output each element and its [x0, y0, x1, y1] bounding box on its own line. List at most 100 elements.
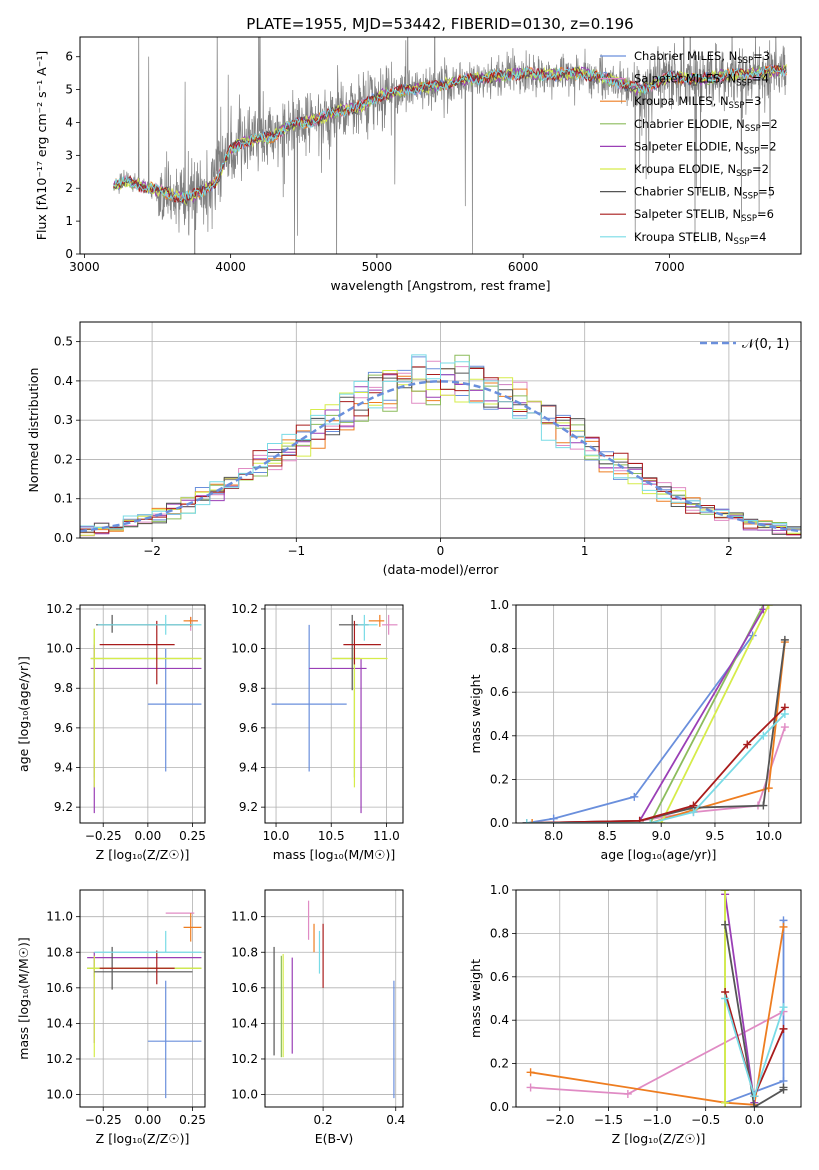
- y-tick-label: 0.8: [490, 642, 509, 656]
- x-tick-label: 8.5: [598, 829, 617, 843]
- y-tick-label: 0.2: [490, 1057, 509, 1071]
- x-axis-label: (data-model)/error: [383, 562, 500, 577]
- series-marker: [721, 994, 730, 1003]
- panel-massweight-vs-z: −2.0 −1.5 −1.0 −0.5 0.0 0.0 0.2 0.4 0.6 0.8 1.0 Z […: [468, 883, 802, 1146]
- point-kroupa-elodie: [332, 648, 388, 788]
- x-axis-label: Z [log₁₀(Z/Z☉)]: [96, 1131, 190, 1146]
- x-tick-label: −0.25: [85, 829, 122, 843]
- y-tick-label: 0.2: [54, 452, 73, 466]
- series-kroupa-miles: [528, 638, 789, 823]
- y-tick-label: 0.0: [54, 531, 73, 545]
- y-tick-label: 0.6: [490, 685, 509, 699]
- y-tick-label: 10.8: [46, 945, 73, 959]
- x-tick-label: −1: [287, 544, 305, 558]
- y-tick-label: 9.2: [239, 800, 258, 814]
- point-salpeter-stelib: [99, 950, 175, 985]
- plot-area: [90, 614, 202, 814]
- series-marker: [779, 922, 788, 931]
- series-marker: [779, 1083, 788, 1092]
- y-tick-label: 0.0: [490, 1100, 509, 1114]
- legend-label: Kroupa ELODIE, NSSP=2: [634, 162, 769, 179]
- histogram-kroupa-stelib: [80, 354, 801, 530]
- panel-age-vs-z: −0.25 0.00 0.25 9.2 9.4 9.6 9.8 10.0 10.2 Z [log₁…: [16, 602, 206, 862]
- panel-age-vs-mass: 10.0 10.5 11.0 9.2 9.4 9.6 9.8 10.0 10.2 mass [lo…: [231, 602, 404, 862]
- y-tick-label: 10.0: [231, 1088, 258, 1102]
- x-tick-label: 0.4: [386, 1113, 405, 1127]
- legend-value: =2: [752, 162, 769, 176]
- series-marker: [549, 814, 558, 823]
- point-kroupa-elodie: [87, 955, 202, 1058]
- y-tick-label: 10.2: [231, 602, 258, 616]
- series-marker: [526, 1083, 535, 1092]
- series-line: [724, 894, 756, 1103]
- legend-subscript: SSP: [734, 237, 750, 247]
- series-marker: [780, 710, 789, 718]
- series-marker: [721, 890, 730, 894]
- y-tick-label: 3: [65, 148, 73, 162]
- legend-label: Salpeter MILES, NSSP=4: [634, 72, 769, 89]
- y-tick-label: 0.4: [54, 374, 73, 388]
- y-tick-label: 10.4: [46, 1016, 73, 1030]
- series-chabrier-stelib: [522, 635, 789, 823]
- series-marker: [743, 740, 752, 749]
- x-tick-label: −0.25: [85, 1113, 122, 1127]
- y-tick-label: 0.4: [490, 729, 509, 743]
- legend: 𝒩(0, 1): [700, 337, 789, 352]
- point-chabrier-miles: [147, 980, 202, 1099]
- plot-area: [273, 900, 395, 1099]
- x-tick-label: 8.0: [544, 829, 563, 843]
- x-axis-label: wavelength [Angstrom, rest frame]: [330, 278, 550, 293]
- series-marker: [635, 816, 644, 823]
- x-tick-label: 0.2: [314, 1113, 333, 1127]
- y-tick-label: 0.8: [490, 926, 509, 940]
- histogram-kroupa-elodie: [80, 370, 801, 536]
- y-tick-label: 0.5: [54, 335, 73, 349]
- axes-frame: [264, 889, 404, 1108]
- y-tick-label: 10.2: [46, 1052, 73, 1066]
- point-salpeter-elodie: [90, 644, 202, 814]
- y-tick-label: 10.6: [231, 981, 258, 995]
- x-axis-label: mass [log₁₀(M/M☉)]: [273, 847, 395, 862]
- series-marker: [522, 819, 531, 823]
- axes-frame: [515, 889, 802, 1108]
- x-tick-label: 0.00: [134, 829, 161, 843]
- legend-subscript: SSP: [736, 79, 752, 89]
- series-marker: [721, 1098, 730, 1107]
- plot-area: [271, 614, 398, 814]
- series-chabrier-miles: [522, 631, 757, 823]
- y-tick-label: 2: [65, 181, 73, 195]
- point-kroupa-elodie: [90, 628, 202, 788]
- panel-spectrum: 3000 4000 5000 6000 7000 0 1 2 3 4 5 6 wavelength [A…: [34, 36, 802, 293]
- point-salpeter-stelib: [99, 620, 175, 685]
- y-tick-label: 0.1: [54, 492, 73, 506]
- y-tick-label: 1.0: [490, 883, 509, 897]
- y-tick-label: 10.8: [231, 945, 258, 959]
- x-tick-label: −2.0: [545, 1113, 574, 1127]
- series-marker: [623, 1089, 632, 1098]
- legend-subscript: SSP: [744, 146, 760, 156]
- y-tick-label: 0.4: [490, 1013, 509, 1027]
- x-tick-label: 0.25: [179, 1113, 206, 1127]
- x-tick-label: 9.5: [705, 829, 724, 843]
- series-marker: [780, 635, 789, 644]
- series-marker: [779, 1003, 788, 1012]
- y-tick-label: 10.6: [46, 981, 73, 995]
- y-axis-label: Normed distribution: [26, 368, 41, 493]
- legend-subscript: SSP: [745, 124, 761, 134]
- series-marker: [689, 808, 698, 817]
- y-tick-label: 0: [65, 247, 73, 261]
- series-marker: [759, 801, 768, 810]
- x-tick-label: −1.0: [642, 1113, 671, 1127]
- series-line: [526, 634, 754, 823]
- x-tick-label: 10.0: [263, 829, 290, 843]
- point-salpeter-elodie: [309, 658, 367, 814]
- y-axis-label: age [log₁₀(age/yr)]: [16, 656, 31, 772]
- y-tick-label: 10.4: [231, 1016, 258, 1030]
- x-tick-label: 0: [437, 544, 445, 558]
- y-axis-label: mass [log₁₀(M/M☉)]: [16, 937, 31, 1059]
- y-tick-label: 1: [65, 214, 73, 228]
- series-marker: [759, 731, 768, 740]
- x-tick-label: −0.5: [691, 1113, 720, 1127]
- y-tick-label: 0.3: [54, 413, 73, 427]
- series-marker: [528, 819, 537, 823]
